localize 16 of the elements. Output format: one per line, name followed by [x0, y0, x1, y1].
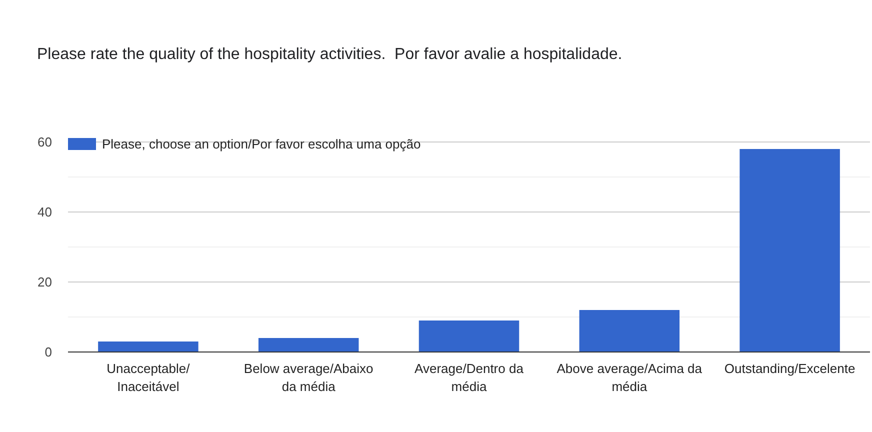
bar [579, 310, 680, 352]
x-tick-label: Outstanding/Excelente [724, 361, 856, 376]
bar [258, 338, 359, 352]
chart-title: Please rate the quality of the hospitality activities. Por favor avalie a hospitalidade. [37, 46, 622, 63]
bar [98, 342, 198, 352]
y-tick-label: 60 [38, 134, 52, 150]
x-tick-label: Unacceptable/ Inaceitável [106, 361, 190, 394]
legend-label: Please, choose an option/Por favor escolha uma opção [102, 136, 421, 152]
bar [740, 149, 840, 352]
x-tick-label: Above average/Acima da média [556, 361, 703, 394]
bar [418, 320, 520, 352]
y-tick-label: 0 [44, 344, 52, 360]
x-tick-label: Average/Dentro da média [414, 361, 524, 394]
y-tick-label: 40 [38, 204, 52, 220]
y-tick-label: 20 [38, 274, 52, 290]
x-tick-label: Below average/Abaixo da média [244, 361, 374, 394]
